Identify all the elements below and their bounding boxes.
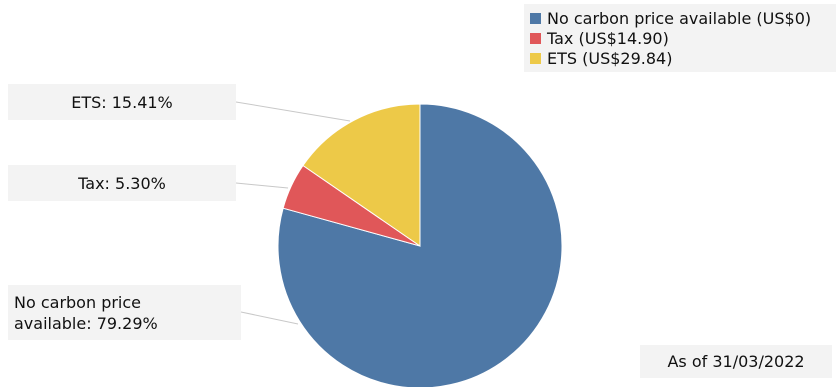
data-label-no-carbon-line1: No carbon price	[14, 292, 142, 312]
pie-slice-no-carbon	[277, 103, 563, 387]
legend-swatch-no-carbon	[530, 12, 541, 24]
leader-line-ets	[235, 101, 351, 122]
leader-lines	[235, 101, 351, 325]
legend-item-tax: Tax (US$14.90)	[530, 28, 836, 48]
pie-slices	[277, 103, 563, 387]
legend-item-no-carbon: No carbon price available (US$0)	[530, 8, 836, 28]
legend-swatch-tax	[530, 32, 541, 44]
leader-line-no-carbon	[240, 311, 299, 325]
legend-item-ets: ETS (US$29.84)	[530, 48, 836, 68]
data-label-tax-text: Tax: 5.30%	[78, 173, 166, 193]
legend-label-ets: ETS (US$29.84)	[547, 48, 673, 68]
as-of-date-text: As of 31/03/2022	[667, 352, 805, 371]
pie-slice-ets	[302, 103, 421, 247]
data-label-no-carbon-line2: available: 79.29%	[14, 313, 158, 333]
as-of-date-note: As of 31/03/2022	[640, 345, 832, 378]
legend-swatch-ets	[530, 52, 541, 64]
data-label-tax: Tax: 5.30%	[8, 165, 236, 201]
leader-line-tax	[235, 182, 289, 189]
data-label-ets-text: ETS: 15.41%	[71, 92, 173, 112]
legend-label-tax: Tax (US$14.90)	[547, 28, 669, 48]
legend: No carbon price available (US$0) Tax (US…	[524, 4, 836, 72]
legend-label-no-carbon: No carbon price available (US$0)	[547, 8, 812, 28]
data-label-no-carbon: No carbon price available: 79.29%	[8, 285, 241, 340]
data-label-ets: ETS: 15.41%	[8, 84, 236, 120]
